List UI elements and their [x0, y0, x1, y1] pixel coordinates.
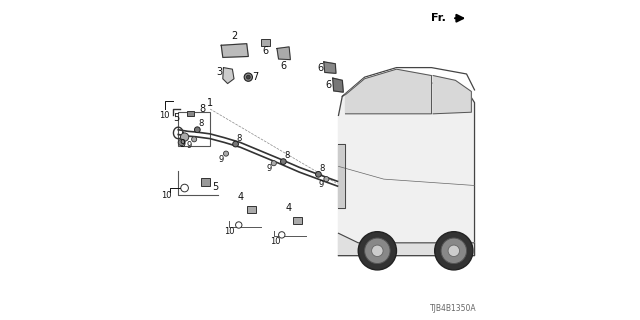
Bar [178, 112, 210, 146]
Circle shape [280, 159, 286, 164]
Circle shape [191, 137, 196, 142]
Text: 10: 10 [224, 227, 234, 236]
Polygon shape [433, 76, 471, 114]
Text: 10: 10 [270, 237, 281, 246]
Text: 1: 1 [207, 98, 213, 108]
Text: 6: 6 [325, 80, 331, 90]
Circle shape [195, 127, 200, 132]
Text: 6: 6 [280, 61, 287, 71]
Circle shape [233, 141, 239, 147]
Bar [293, 217, 303, 224]
Bar [261, 39, 270, 46]
Text: 8: 8 [319, 164, 325, 173]
Bar [200, 178, 210, 186]
Text: 8: 8 [285, 151, 290, 160]
Polygon shape [324, 62, 336, 73]
Polygon shape [221, 44, 248, 57]
Circle shape [316, 172, 321, 177]
Text: 8: 8 [198, 119, 204, 129]
Polygon shape [223, 68, 234, 84]
Text: 9: 9 [266, 164, 271, 173]
Polygon shape [339, 81, 474, 256]
Circle shape [244, 73, 252, 81]
Text: 3: 3 [216, 68, 222, 77]
Polygon shape [277, 47, 291, 60]
Text: 8: 8 [237, 134, 242, 143]
Circle shape [372, 245, 383, 257]
Polygon shape [339, 233, 474, 256]
Circle shape [246, 75, 250, 79]
Circle shape [271, 161, 276, 166]
Polygon shape [346, 69, 431, 114]
Text: Fr.: Fr. [431, 13, 446, 23]
Polygon shape [333, 78, 343, 92]
Text: 7: 7 [252, 72, 259, 82]
Circle shape [180, 184, 188, 192]
Circle shape [278, 232, 285, 238]
Circle shape [435, 232, 473, 270]
Text: 6: 6 [263, 46, 269, 56]
Text: 9: 9 [187, 140, 192, 149]
Circle shape [178, 139, 184, 146]
Circle shape [223, 151, 228, 156]
Text: 9: 9 [179, 139, 186, 149]
Text: 9: 9 [219, 155, 224, 164]
Text: 9: 9 [319, 180, 324, 189]
Text: 5: 5 [212, 182, 218, 192]
Circle shape [365, 238, 390, 264]
Circle shape [324, 177, 329, 182]
Text: 4: 4 [237, 192, 243, 202]
Text: 5: 5 [173, 113, 179, 123]
Text: 10: 10 [161, 190, 172, 200]
Circle shape [448, 245, 460, 257]
Text: 2: 2 [231, 31, 237, 41]
Bar [188, 111, 195, 116]
Text: TJB4B1350A: TJB4B1350A [429, 304, 476, 313]
Circle shape [236, 222, 242, 228]
Circle shape [180, 133, 189, 141]
Bar [246, 206, 256, 213]
Text: 4: 4 [285, 203, 291, 213]
Polygon shape [339, 144, 346, 208]
Circle shape [358, 232, 396, 270]
Text: 8: 8 [199, 104, 205, 114]
Text: 6: 6 [317, 63, 323, 73]
Circle shape [441, 238, 467, 264]
Text: 10: 10 [159, 111, 169, 120]
